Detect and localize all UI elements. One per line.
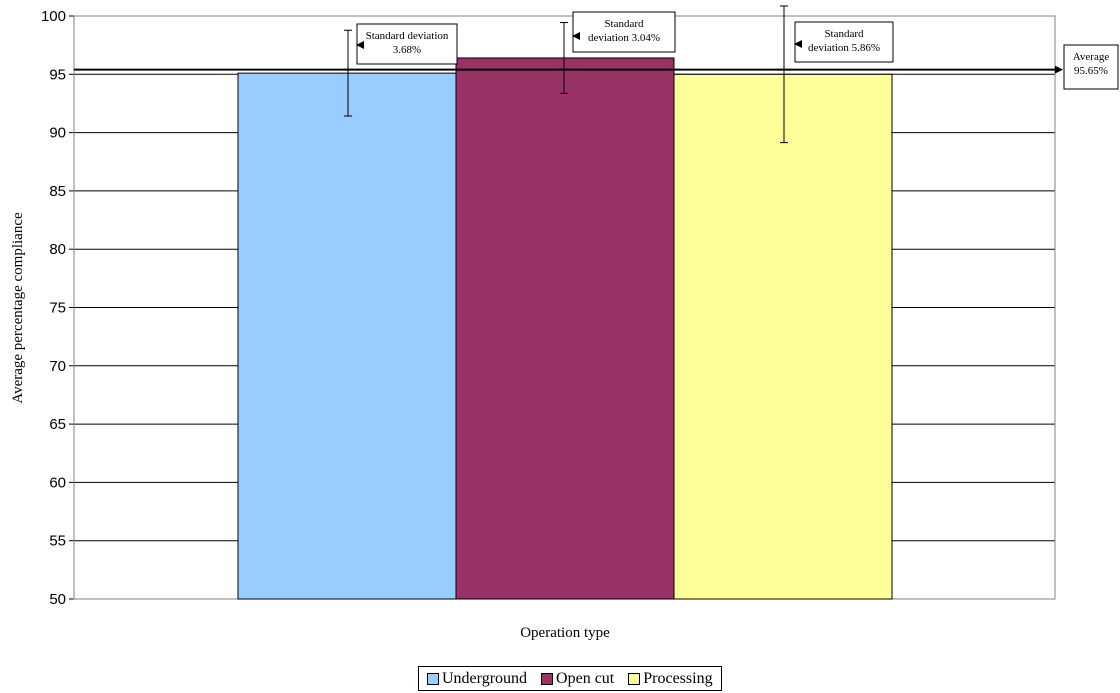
average-line-group: Average 95.65% [74, 44, 1119, 90]
error-bars [344, 5, 788, 144]
y-tick-label-90: 90 [49, 125, 66, 142]
average-label-box [1063, 44, 1119, 90]
std-dev-text-underground-0: Standard deviation [366, 30, 449, 42]
std-dev-text-open-cut-1: deviation 3.04% [588, 32, 660, 44]
std-dev-pointer-processing [794, 40, 802, 48]
std-dev-box-open-cut [572, 11, 676, 53]
std-dev-box-processing [794, 21, 894, 63]
y-tick-label-50: 50 [49, 591, 66, 608]
y-tick-label-65: 65 [49, 416, 66, 433]
std-dev-text-open-cut-0: Standard [604, 18, 644, 30]
chart: 50 55 60 65 70 75 80 85 90 95 100 Average 95.65% St… [10, 5, 1119, 641]
legend-swatch-processing [628, 672, 641, 685]
legend-swatch-underground [427, 672, 439, 685]
average-label-pointer [1055, 65, 1063, 74]
std-dev-pointer-open-cut [572, 32, 580, 40]
std-dev-text-processing-1: deviation 5.86% [808, 42, 880, 54]
y-tick-label-70: 70 [49, 358, 66, 375]
y-tick-label-100: 100 [41, 8, 66, 25]
y-tick-label-55: 55 [49, 533, 66, 550]
average-label-line-0: Average [1073, 51, 1110, 63]
bar-processing [673, 73, 893, 600]
legend-item-underground: Underground [427, 670, 527, 688]
legend: Underground Open cut Processing [418, 666, 722, 691]
std-dev-pointer-underground [356, 41, 364, 49]
y-tick-label-80: 80 [49, 241, 66, 258]
y-tick-labels: 50 55 60 65 70 75 80 85 90 95 100 [41, 8, 66, 608]
y-tick-label-95: 95 [49, 66, 66, 83]
bar-underground [237, 72, 457, 600]
std-dev-box-underground [356, 23, 458, 65]
average-label-line-1: 95.65% [1074, 65, 1108, 77]
std-dev-text-processing-0: Standard [824, 28, 864, 40]
legend-item-open-cut: Open cut [541, 670, 614, 688]
legend-item-processing: Processing [628, 669, 713, 688]
legend-swatch-open-cut [541, 672, 554, 685]
x-axis-title: Operation type [520, 625, 610, 641]
legend-label-processing: Processing [643, 669, 713, 687]
legend-label-underground: Underground [442, 669, 528, 687]
y-axis-title: Average percentage compliance [10, 212, 26, 404]
y-tick-label-85: 85 [49, 183, 66, 200]
y-tick-label-60: 60 [49, 474, 66, 491]
annotations: Standard deviation 3.68% Standard deviation… [356, 11, 894, 65]
legend-label-open-cut: Open cut [556, 669, 615, 687]
std-dev-text-underground-1: 3.68% [393, 44, 421, 56]
y-tick-label-75: 75 [49, 300, 66, 317]
bar-open-cut [455, 57, 675, 600]
bars [237, 57, 893, 600]
